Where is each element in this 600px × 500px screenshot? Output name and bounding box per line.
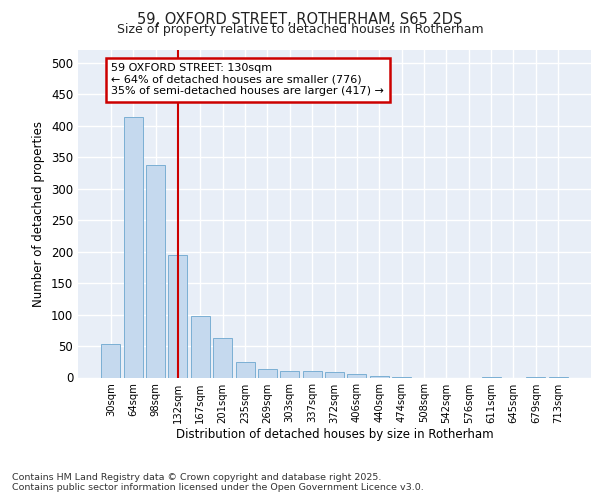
Bar xyxy=(325,372,344,378)
Bar xyxy=(302,371,322,378)
Text: 59, OXFORD STREET, ROTHERHAM, S65 2DS: 59, OXFORD STREET, ROTHERHAM, S65 2DS xyxy=(137,12,463,26)
Bar xyxy=(236,362,254,378)
Text: 59 OXFORD STREET: 130sqm
← 64% of detached houses are smaller (776)
35% of semi-: 59 OXFORD STREET: 130sqm ← 64% of detach… xyxy=(111,63,384,96)
Bar xyxy=(191,316,210,378)
Bar xyxy=(101,344,121,378)
Bar xyxy=(482,377,500,378)
Bar xyxy=(392,377,411,378)
Bar xyxy=(169,256,187,378)
Bar xyxy=(370,376,389,378)
Bar xyxy=(280,371,299,378)
Text: Contains public sector information licensed under the Open Government Licence v3: Contains public sector information licen… xyxy=(12,484,424,492)
Bar xyxy=(124,118,143,378)
Bar xyxy=(213,338,232,378)
Y-axis label: Number of detached properties: Number of detached properties xyxy=(32,120,46,306)
Bar xyxy=(548,377,568,378)
Bar xyxy=(347,374,367,378)
Bar xyxy=(258,368,277,378)
Bar xyxy=(146,164,165,378)
Text: Contains HM Land Registry data © Crown copyright and database right 2025.: Contains HM Land Registry data © Crown c… xyxy=(12,472,382,482)
X-axis label: Distribution of detached houses by size in Rotherham: Distribution of detached houses by size … xyxy=(176,428,493,442)
Text: Size of property relative to detached houses in Rotherham: Size of property relative to detached ho… xyxy=(116,22,484,36)
Bar xyxy=(526,377,545,378)
